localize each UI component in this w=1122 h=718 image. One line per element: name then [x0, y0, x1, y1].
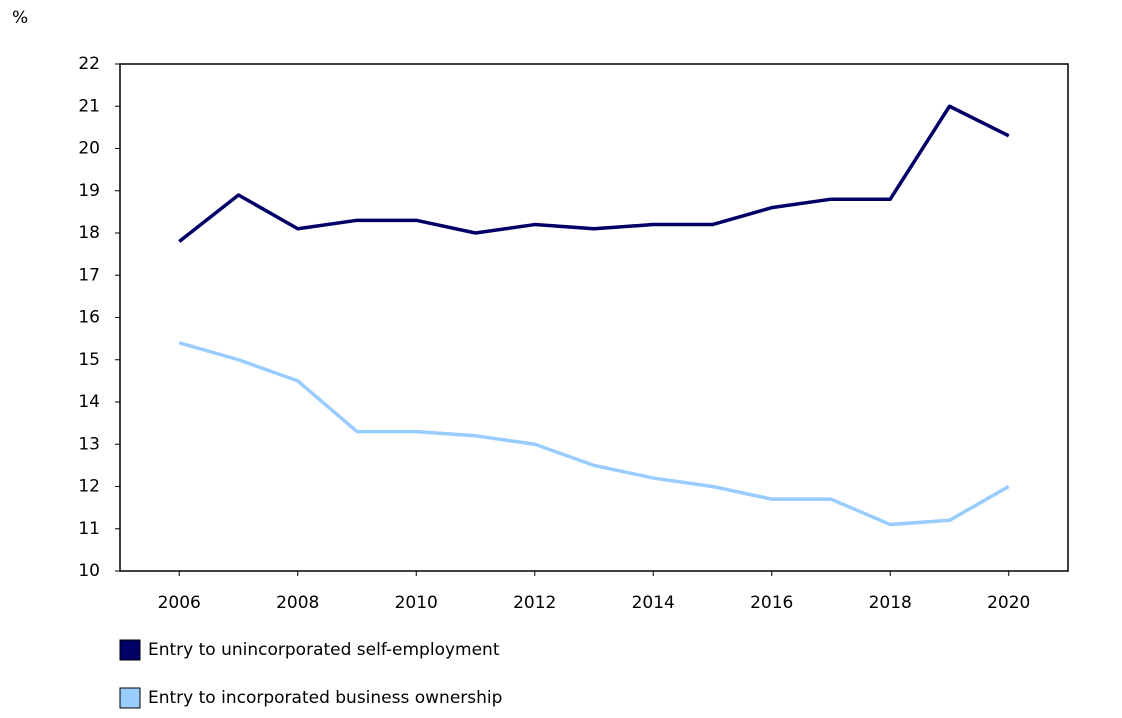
y-tick-label: 11	[78, 519, 100, 539]
y-tick-label: 10	[78, 561, 100, 581]
y-tick-label: 15	[78, 350, 100, 370]
y-tick-label: 14	[78, 392, 100, 412]
y-tick-label: 13	[78, 434, 100, 454]
series-line	[178, 104, 1010, 243]
x-tick-label: 2008	[276, 593, 319, 613]
x-tick-label: 2016	[750, 593, 793, 613]
x-tick-label: 2012	[513, 593, 556, 613]
y-tick-label: 20	[78, 139, 100, 159]
plot-frame	[119, 63, 1069, 572]
y-axis-label: %	[12, 8, 28, 28]
legend-label: Entry to incorporated business ownership	[148, 688, 502, 708]
y-tick-label: 16	[78, 308, 100, 328]
legend-swatch	[119, 687, 141, 709]
y-tick-label: 19	[78, 181, 100, 201]
y-tick-label: 18	[78, 223, 100, 243]
y-tick-label: 21	[78, 96, 100, 116]
y-tick-label: 12	[78, 477, 100, 497]
x-tick-label: 2018	[869, 593, 912, 613]
x-tick-label: 2020	[987, 593, 1030, 613]
legend-swatch	[119, 639, 141, 661]
x-tick-label: 2014	[632, 593, 675, 613]
y-tick-label: 17	[78, 265, 100, 285]
x-tick-label: 2010	[395, 593, 438, 613]
x-tick-label: 2006	[158, 593, 201, 613]
y-tick-label: 22	[78, 54, 100, 74]
series-line	[178, 341, 1010, 527]
legend-label: Entry to unincorporated self-employment	[148, 640, 500, 660]
